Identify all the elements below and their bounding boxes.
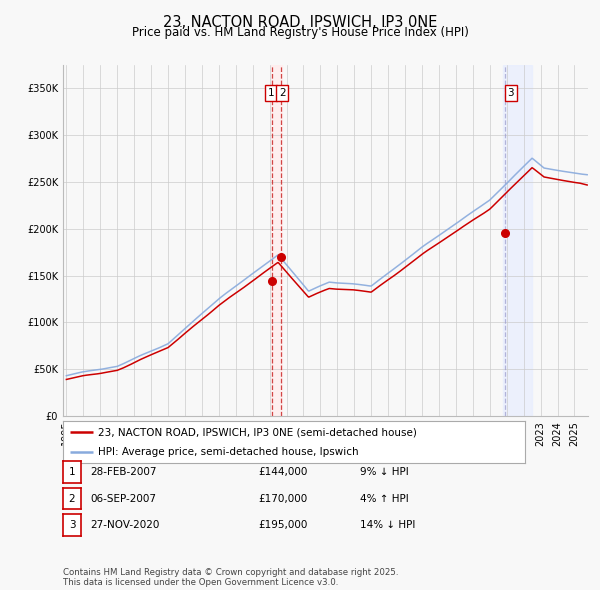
- Text: 4% ↑ HPI: 4% ↑ HPI: [360, 494, 409, 503]
- Text: £195,000: £195,000: [258, 520, 307, 530]
- Text: HPI: Average price, semi-detached house, Ipswich: HPI: Average price, semi-detached house,…: [98, 447, 358, 457]
- Text: 3: 3: [68, 520, 76, 530]
- Text: 2: 2: [68, 494, 76, 503]
- Text: 23, NACTON ROAD, IPSWICH, IP3 0NE: 23, NACTON ROAD, IPSWICH, IP3 0NE: [163, 15, 437, 30]
- Text: Contains HM Land Registry data © Crown copyright and database right 2025.
This d: Contains HM Land Registry data © Crown c…: [63, 568, 398, 587]
- Text: 3: 3: [508, 88, 514, 98]
- Text: 1: 1: [68, 467, 76, 477]
- Text: 2: 2: [279, 88, 286, 98]
- Text: 23, NACTON ROAD, IPSWICH, IP3 0NE (semi-detached house): 23, NACTON ROAD, IPSWICH, IP3 0NE (semi-…: [98, 427, 416, 437]
- Bar: [271, 65, 282, 416]
- Text: 14% ↓ HPI: 14% ↓ HPI: [360, 520, 415, 530]
- Text: £170,000: £170,000: [258, 494, 307, 503]
- Text: £144,000: £144,000: [258, 467, 307, 477]
- Text: 27-NOV-2020: 27-NOV-2020: [90, 520, 160, 530]
- Text: Price paid vs. HM Land Registry's House Price Index (HPI): Price paid vs. HM Land Registry's House …: [131, 26, 469, 39]
- Text: 28-FEB-2007: 28-FEB-2007: [90, 467, 157, 477]
- Text: 06-SEP-2007: 06-SEP-2007: [90, 494, 156, 503]
- Bar: [503, 65, 532, 416]
- Text: 1: 1: [268, 88, 274, 98]
- Text: 9% ↓ HPI: 9% ↓ HPI: [360, 467, 409, 477]
